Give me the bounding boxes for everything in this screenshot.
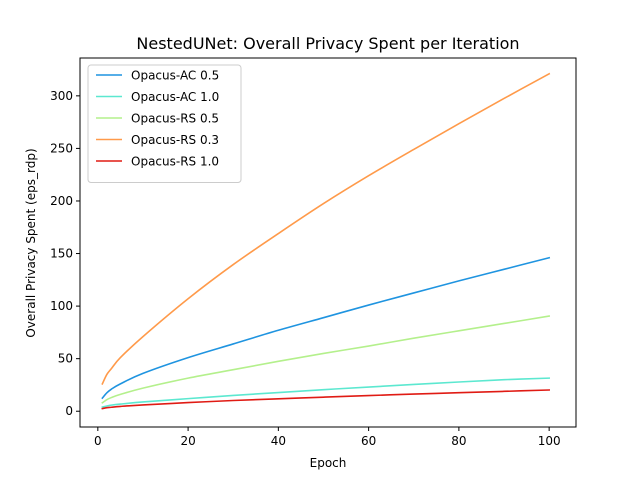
legend-label-5: Opacus-RS 1.0 [131,155,219,169]
x-tick-label: 0 [94,434,102,448]
axes-frame [79,57,577,428]
x-tick-label: 100 [538,434,561,448]
y-tick-label: 250 [50,141,73,155]
y-tick-label: 50 [58,352,73,366]
y-axis-label: Overall Privacy Spent (eps_rdp) [24,148,38,337]
x-tick-label: 80 [451,434,466,448]
y-tick-label: 150 [50,247,73,261]
series-line-1 [101,256,551,400]
plot-area: 0 20 40 60 80 100 0 50 100 150 200 250 300 [50,57,577,448]
series-line-5 [101,389,550,410]
series-line-4 [101,72,551,385]
legend-box [87,64,242,183]
chart-title: NestedUNet: Overall Privacy Spent per It… [136,34,519,53]
legend-label-4: Opacus-RS 0.3 [131,133,219,147]
series-line-3 [101,315,551,404]
x-tick-label: 60 [361,434,376,448]
x-tick-label: 40 [271,434,286,448]
y-tick-label: 200 [50,194,73,208]
y-tick-label: 300 [50,89,73,103]
y-tick-label: 100 [50,299,73,313]
y-tick-label: 0 [65,404,73,418]
legend: Opacus-AC 0.5 Opacus-AC 1.0 Opacus-RS 0.5 O… [87,64,242,183]
legend-label-2: Opacus-AC 1.0 [131,90,219,104]
legend-label-3: Opacus-RS 0.5 [131,112,219,126]
legend-label-1: Opacus-AC 0.5 [131,69,219,83]
series-line-2 [101,377,550,408]
x-tick-label: 20 [180,434,195,448]
x-axis-label: Epoch [310,456,347,470]
